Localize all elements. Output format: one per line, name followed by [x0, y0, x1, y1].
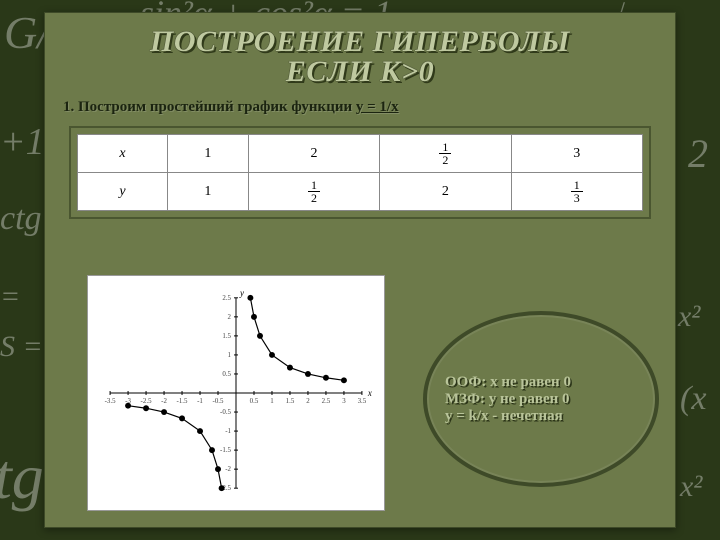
svg-text:1.5: 1.5 — [286, 397, 295, 405]
svg-text:-2: -2 — [225, 465, 231, 473]
svg-text:x: x — [367, 388, 372, 398]
cell: 12 — [380, 135, 511, 173]
value-table-wrap: x 1 2 12 3 y 1 12 2 13 — [71, 128, 649, 217]
svg-text:-1: -1 — [225, 427, 231, 435]
svg-text:-2: -2 — [161, 397, 167, 405]
oval-line: ООФ: х не равен 0 — [445, 374, 637, 391]
table-row: x 1 2 12 3 — [78, 135, 643, 173]
hyperbola-chart: -3.5-3-2.5-2-1.5-1-0.50.511.522.533.5-2.… — [87, 275, 385, 511]
cell: 1 — [168, 135, 249, 173]
svg-text:1: 1 — [228, 351, 232, 359]
subheading-prefix: 1. Построим простейший график функции — [63, 99, 356, 115]
svg-text:-1: -1 — [197, 397, 203, 405]
title-line-2: ЕСЛИ К>0 — [45, 55, 675, 89]
svg-text:2.5: 2.5 — [322, 397, 331, 405]
properties-oval: ООФ: х не равен 0 МЗФ: у не равен 0 y = … — [423, 311, 659, 487]
value-table: x 1 2 12 3 y 1 12 2 13 — [77, 134, 643, 211]
oval-line: y = k/x - нечетная — [445, 408, 637, 425]
cell: 13 — [511, 173, 642, 211]
svg-text:1.5: 1.5 — [222, 332, 231, 340]
cell: 2 — [380, 173, 511, 211]
svg-text:-1.5: -1.5 — [177, 397, 189, 405]
chart-svg: -3.5-3-2.5-2-1.5-1-0.50.511.522.533.5-2.… — [88, 276, 384, 510]
cell: 2 — [248, 135, 379, 173]
svg-text:1: 1 — [270, 397, 274, 405]
svg-text:-1.5: -1.5 — [220, 446, 232, 454]
svg-text:3: 3 — [342, 397, 346, 405]
cell: 1 — [168, 173, 249, 211]
svg-text:3.5: 3.5 — [358, 397, 367, 405]
svg-text:y: y — [239, 288, 244, 298]
svg-text:2.5: 2.5 — [222, 294, 231, 302]
svg-text:-3.5: -3.5 — [105, 397, 117, 405]
subheading-function: y = 1/x — [356, 99, 399, 115]
svg-text:-2.5: -2.5 — [141, 397, 153, 405]
content-panel: ПОСТРОЕНИЕ ГИПЕРБОЛЫ ЕСЛИ К>0 1. Построи… — [44, 12, 676, 528]
svg-text:-0.5: -0.5 — [220, 408, 232, 416]
svg-text:0.5: 0.5 — [222, 370, 231, 378]
row-label-y: y — [78, 173, 168, 211]
svg-text:2: 2 — [228, 313, 232, 321]
svg-text:2: 2 — [306, 397, 310, 405]
row-label-x: x — [78, 135, 168, 173]
svg-text:0.5: 0.5 — [250, 397, 259, 405]
title-line-1: ПОСТРОЕНИЕ ГИПЕРБОЛЫ — [45, 25, 675, 59]
table-row: y 1 12 2 13 — [78, 173, 643, 211]
svg-text:-0.5: -0.5 — [213, 397, 225, 405]
cell: 3 — [511, 135, 642, 173]
oval-line: МЗФ: у не равен 0 — [445, 391, 637, 408]
cell: 12 — [248, 173, 379, 211]
subheading: 1. Построим простейший график функции y … — [63, 99, 675, 116]
